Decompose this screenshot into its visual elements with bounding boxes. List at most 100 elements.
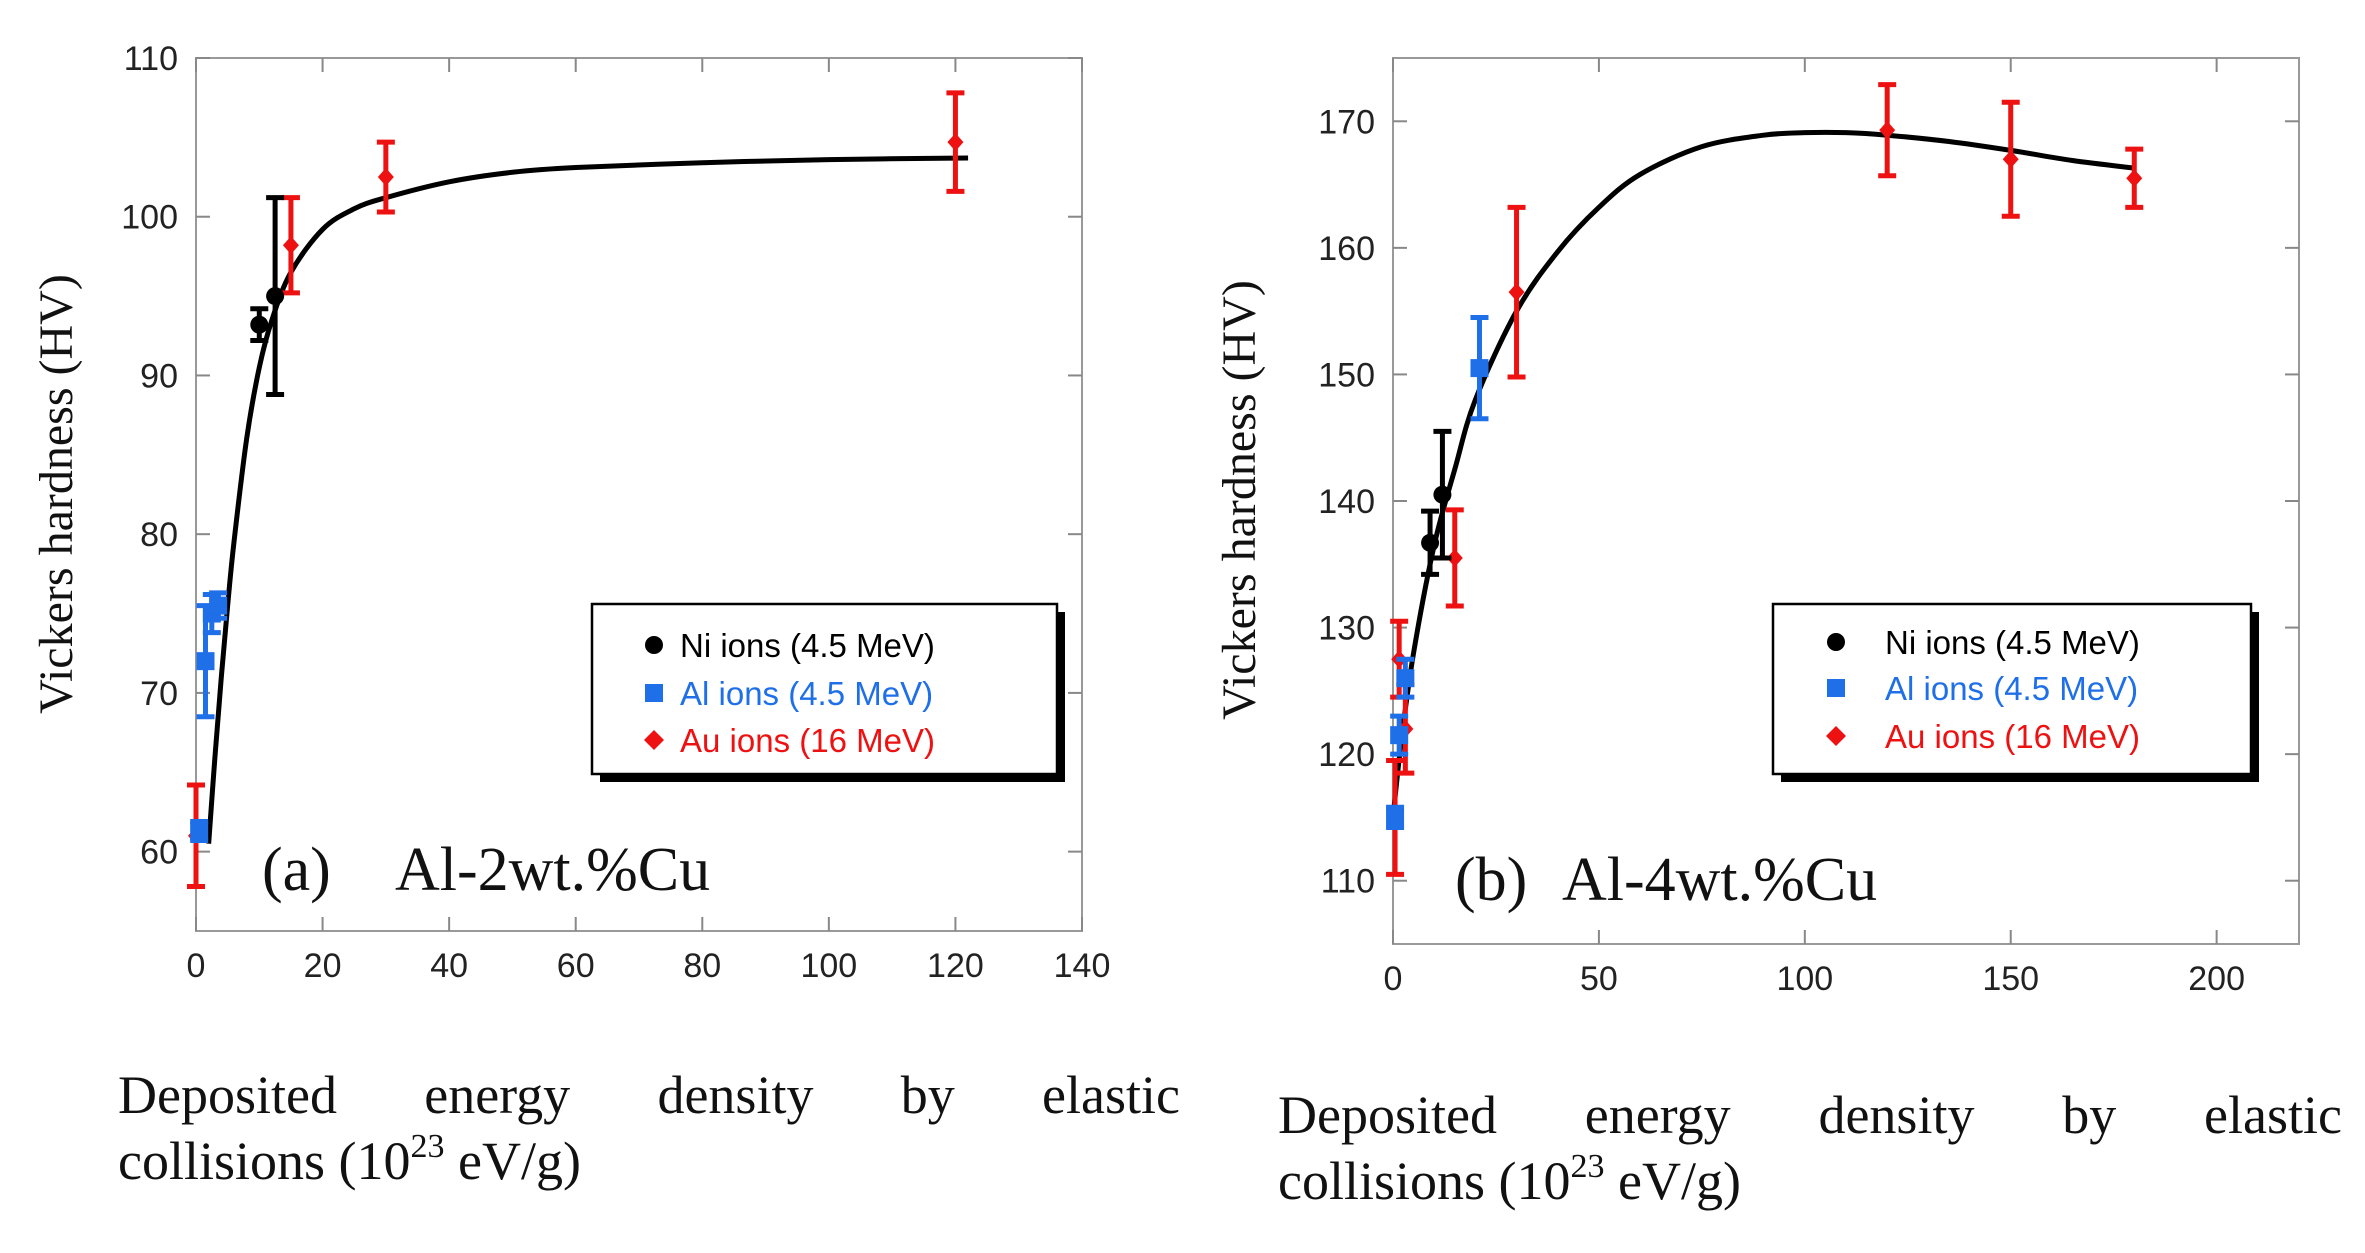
alloy-label: Al-4wt.%Cu xyxy=(1562,846,1877,914)
x-tick-label: 50 xyxy=(1580,960,1618,998)
legend-al-label: Al ions (4.5 MeV) xyxy=(680,675,933,712)
x-caption-text: collisions (10 xyxy=(118,1131,411,1191)
marker-square xyxy=(1396,669,1415,688)
x-tick-label: 40 xyxy=(430,947,468,985)
x-caption-line1: Deposited energy density by elastic xyxy=(1278,1082,2342,1148)
marker-diamond xyxy=(2002,150,2019,169)
y-tick-label: 120 xyxy=(1318,736,1375,774)
legend: Ni ions (4.5 MeV) Al ions (4.5 MeV) Au i… xyxy=(590,602,1065,782)
x-tick-label: 20 xyxy=(304,947,342,985)
legend-box xyxy=(590,602,1059,776)
legend-au-marker xyxy=(644,730,664,750)
data-point xyxy=(190,818,209,844)
x-caption-word: density xyxy=(657,1065,814,1125)
x-axis-caption-b: Deposited energy density by elastic coll… xyxy=(1278,1082,2342,1214)
data-point xyxy=(250,306,269,344)
data-point xyxy=(1396,656,1415,700)
data-point xyxy=(2125,146,2144,210)
x-caption-word: Deposited xyxy=(1278,1085,1497,1145)
marker-square xyxy=(1390,726,1409,745)
y-tick-label: 100 xyxy=(121,199,178,237)
x-caption-line2: collisions (1023 eV/g) xyxy=(118,1128,1180,1194)
x-caption-word: elastic xyxy=(1042,1065,1180,1125)
x-caption-text: eV/g) xyxy=(444,1131,581,1191)
chart-panel-a: 0 20 40 60 80 100 120 140 60 70 80 90 100 110 Vickers… xyxy=(30,40,1110,985)
legend: Ni ions (4.5 MeV) Al ions (4.5 MeV) Au i… xyxy=(1771,602,2259,782)
y-tick-label: 60 xyxy=(140,834,178,872)
y-tick-label: 110 xyxy=(124,40,178,78)
data-point xyxy=(209,590,228,621)
chart-panel-b: 0 50 100 150 200 110 120 130 140 150 160 170 Vicker… xyxy=(1213,57,2300,998)
y-tick-label: 140 xyxy=(1318,483,1375,521)
axis-ticks: 0 50 100 150 200 110 120 130 140 150 160 170 xyxy=(1318,58,2299,998)
plot-frame xyxy=(1392,57,2300,945)
data-point xyxy=(376,139,395,215)
data-point xyxy=(1470,314,1489,422)
marker-square xyxy=(209,596,228,615)
legend-al-marker xyxy=(1827,679,1845,697)
legend-al-label: Al ions (4.5 MeV) xyxy=(1885,670,2138,707)
data-point xyxy=(1433,428,1452,561)
x-caption-line2: collisions (1023 eV/g) xyxy=(1278,1148,2342,1214)
x-caption-word: elastic xyxy=(2204,1085,2342,1145)
marker-circle xyxy=(250,315,269,334)
y-tick-label: 130 xyxy=(1318,610,1375,648)
x-caption-exponent: 23 xyxy=(410,1128,445,1165)
marker-circle xyxy=(1433,485,1452,504)
data-layer xyxy=(187,90,965,890)
panel-label: (a) xyxy=(262,836,331,904)
x-tick-label: 120 xyxy=(927,947,984,985)
legend-al-marker xyxy=(645,684,663,702)
alloy-label: Al-2wt.%Cu xyxy=(395,836,710,904)
marker-circle xyxy=(266,287,285,306)
data-point xyxy=(1390,713,1409,757)
legend-ni-marker xyxy=(1827,633,1845,651)
legend-au-label: Au ions (16 MeV) xyxy=(1885,718,2140,755)
marker-square xyxy=(1386,808,1405,827)
y-tick-label: 80 xyxy=(140,516,178,554)
y-tick-label: 110 xyxy=(1321,863,1375,901)
marker-square xyxy=(196,652,215,671)
x-tick-label: 0 xyxy=(187,947,206,985)
y-tick-label: 90 xyxy=(140,357,178,395)
x-axis-caption-a: Deposited energy density by elastic coll… xyxy=(118,1062,1180,1194)
data-point xyxy=(1507,204,1526,380)
legend-ni-label: Ni ions (4.5 MeV) xyxy=(680,627,935,664)
y-axis-label: Vickers hardness (HV) xyxy=(30,274,83,714)
axis-ticks: 0 20 40 60 80 100 120 140 60 70 80 90 100 110 xyxy=(121,40,1110,985)
x-caption-word: energy xyxy=(1584,1085,1731,1145)
x-tick-label: 100 xyxy=(800,947,857,985)
marker-square xyxy=(1470,359,1489,378)
y-tick-label: 70 xyxy=(140,675,178,713)
marker-diamond xyxy=(1508,283,1525,302)
x-tick-label: 80 xyxy=(683,947,721,985)
x-tick-label: 140 xyxy=(1054,947,1111,985)
x-tick-label: 100 xyxy=(1776,960,1833,998)
x-caption-word: energy xyxy=(424,1065,571,1125)
x-caption-exponent: 23 xyxy=(1570,1148,1605,1185)
x-caption-word: by xyxy=(900,1065,955,1125)
x-caption-line1: Deposited energy density by elastic xyxy=(118,1062,1180,1128)
data-point xyxy=(1445,507,1464,609)
data-point xyxy=(1878,82,1897,179)
marker-diamond xyxy=(1879,121,1896,140)
y-axis-label: Vickers hardness (HV) xyxy=(1213,280,1266,720)
data-point xyxy=(1421,508,1440,577)
y-tick-label: 150 xyxy=(1318,356,1375,394)
data-point xyxy=(1386,804,1405,831)
legend-ni-label: Ni ions (4.5 MeV) xyxy=(1885,624,2140,661)
x-tick-label: 60 xyxy=(557,947,595,985)
marker-diamond xyxy=(2126,169,2143,188)
y-tick-label: 160 xyxy=(1318,230,1375,268)
data-point xyxy=(946,90,965,194)
legend-au-label: Au ions (16 MeV) xyxy=(680,722,935,759)
data-point xyxy=(281,195,300,296)
marker-square xyxy=(190,822,209,841)
panel-label: (b) xyxy=(1455,846,1527,914)
x-caption-text: eV/g) xyxy=(1604,1151,1741,1211)
y-tick-label: 170 xyxy=(1318,103,1375,141)
legend-ni-marker xyxy=(645,636,663,654)
plot-frame xyxy=(195,57,1083,932)
data-point xyxy=(2001,99,2020,219)
